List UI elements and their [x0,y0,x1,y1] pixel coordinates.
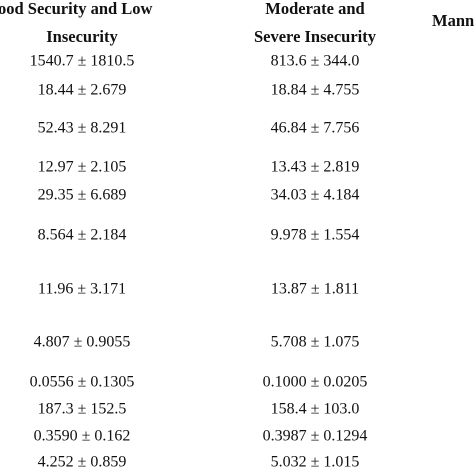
table-cell: 0.3590 ± 0.162 [34,428,131,445]
table-cell: 12.97 ± 2.105 [38,159,127,176]
table-cell: 0.0556 ± 0.1305 [30,374,135,391]
table-cell: 0.1000 ± 0.0205 [263,374,368,391]
table-cell: 158.4 ± 103.0 [271,401,360,418]
table-cell: 11.96 ± 3.171 [38,281,126,298]
header-cell: Insecurity [46,27,118,46]
table-cell: 18.84 ± 4.755 [271,82,360,99]
header-cell: ood Security and Low [0,0,153,18]
table-cell: 9.978 ± 1.554 [271,227,360,244]
header-cell: Moderate and [265,0,364,18]
table-cell: 18.44 ± 2.679 [38,82,127,99]
table-cell: 5.708 ± 1.075 [271,334,360,351]
table-cell: 187.3 ± 152.5 [38,401,127,418]
table-cell: 13.43 ± 2.819 [271,159,360,176]
header-cell: Severe Insecurity [254,27,377,46]
header-cell: Mann [432,11,474,30]
table-body: 1540.7 ± 1810.5 813.6 ± 344.0 18.44 ± 2.67… [30,53,368,471]
table-cell: 52.43 ± 8.291 [38,120,127,137]
table-cell: 4.807 ± 0.9055 [34,334,131,351]
table-cell: 13.87 ± 1.811 [271,281,359,298]
table-cell: 1540.7 ± 1810.5 [30,53,135,70]
table-cell: 34.03 ± 4.184 [271,187,360,204]
table-cell: 0.3987 ± 0.1294 [263,428,368,445]
table-cell: 46.84 ± 7.756 [271,120,360,137]
table-cell: 4.252 ± 0.859 [38,454,127,471]
table-cell: 813.6 ± 344.0 [271,53,360,70]
table-cell: 8.564 ± 2.184 [38,227,127,244]
table-cell: 5.032 ± 1.015 [271,454,360,471]
table-cell: 29.35 ± 6.689 [38,187,127,204]
